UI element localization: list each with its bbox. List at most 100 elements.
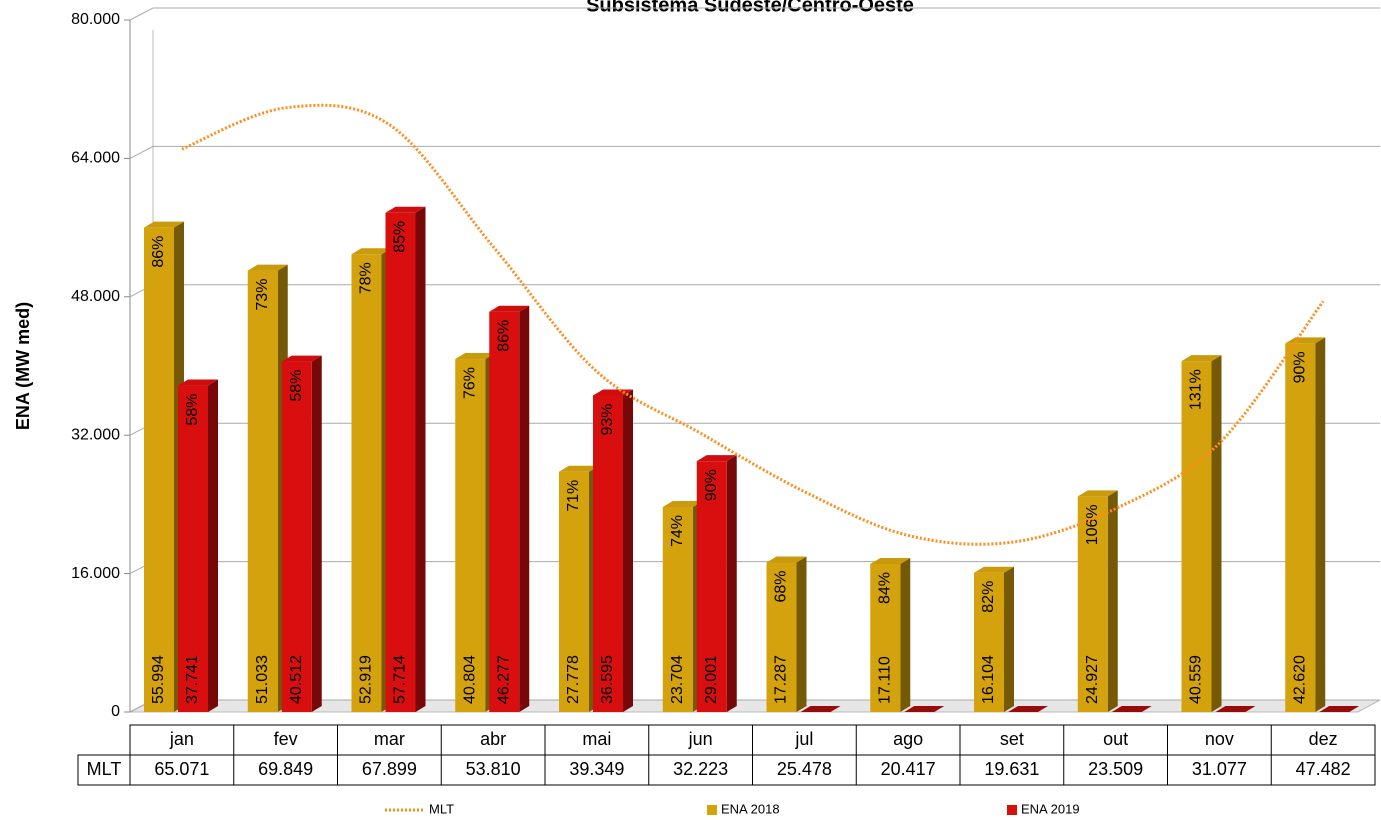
bar-top bbox=[247, 264, 288, 271]
bar-side bbox=[623, 389, 633, 712]
percent-label: 68% bbox=[773, 570, 790, 602]
bar-side bbox=[1211, 355, 1222, 712]
percent-label: 82% bbox=[980, 581, 997, 613]
y-tick-label: 0 bbox=[111, 703, 120, 720]
bar bbox=[489, 311, 520, 712]
value-label: 17.110 bbox=[876, 656, 893, 704]
grid-line bbox=[129, 7, 1380, 21]
value-label: 40.512 bbox=[288, 655, 305, 704]
bar bbox=[696, 461, 727, 712]
value-label: 52.919 bbox=[358, 655, 375, 704]
table-value: 47.482 bbox=[1296, 759, 1351, 779]
table-value: 39.349 bbox=[569, 759, 624, 779]
y-tick-label: 80.000 bbox=[71, 11, 120, 28]
bar-side bbox=[900, 557, 911, 712]
bar bbox=[766, 562, 797, 712]
bar-top bbox=[559, 465, 599, 472]
x-tick-label: jan bbox=[169, 729, 194, 749]
percent-label: 131% bbox=[1188, 369, 1205, 410]
bar-top bbox=[1181, 355, 1222, 362]
x-tick-label: set bbox=[1000, 729, 1024, 749]
table-value: 25.478 bbox=[777, 759, 832, 779]
bar bbox=[1181, 361, 1212, 712]
bar-side bbox=[1004, 566, 1014, 712]
bar-top bbox=[974, 566, 1014, 573]
legend-label: MLT bbox=[429, 801, 454, 816]
value-label: 55.994 bbox=[150, 655, 167, 704]
bar bbox=[593, 395, 623, 712]
x-tick-label: mar bbox=[374, 729, 405, 749]
table-value: 20.417 bbox=[881, 759, 936, 779]
y-tick-label: 32.000 bbox=[71, 426, 120, 443]
y-tick-label: 48.000 bbox=[71, 288, 120, 305]
bar bbox=[662, 506, 693, 712]
bar-top bbox=[144, 221, 184, 228]
bar-side bbox=[519, 305, 530, 712]
y-axis-label: ENA (MW med) bbox=[13, 302, 33, 430]
bar-top bbox=[455, 353, 496, 360]
table-value: 23.509 bbox=[1088, 759, 1143, 779]
bar bbox=[1285, 343, 1316, 712]
table-value: 69.849 bbox=[258, 759, 313, 779]
empty-bar-stub bbox=[1215, 706, 1256, 712]
table-value: 53.810 bbox=[466, 759, 521, 779]
value-label: 16.104 bbox=[980, 655, 997, 704]
table-value: 65.071 bbox=[154, 759, 209, 779]
percent-label: 90% bbox=[703, 469, 720, 501]
bar-top bbox=[385, 206, 426, 213]
x-tick-label: mai bbox=[582, 729, 611, 749]
percent-label: 93% bbox=[599, 403, 616, 435]
bar-top bbox=[696, 455, 737, 462]
empty-bar-stub bbox=[800, 706, 841, 712]
y-tick-label: 16.000 bbox=[71, 565, 120, 582]
bar-side bbox=[796, 556, 807, 712]
bar-side bbox=[1107, 490, 1118, 712]
value-label: 40.559 bbox=[1188, 655, 1205, 704]
bar-side bbox=[415, 206, 426, 712]
value-label: 36.595 bbox=[599, 655, 616, 704]
value-label: 46.277 bbox=[495, 655, 512, 704]
percent-label: 58% bbox=[184, 394, 201, 426]
percent-label: 86% bbox=[495, 320, 512, 352]
value-label: 23.704 bbox=[669, 655, 686, 704]
legend-label: ENA 2019 bbox=[1021, 801, 1080, 816]
table-row-header: MLT bbox=[87, 759, 122, 779]
grid-line bbox=[129, 284, 1380, 298]
value-label: 42.620 bbox=[1291, 655, 1308, 704]
bar bbox=[870, 563, 901, 712]
bar-top bbox=[766, 556, 807, 563]
y-tick-label: 64.000 bbox=[71, 150, 120, 167]
bar bbox=[178, 385, 208, 712]
x-tick-label: jun bbox=[688, 729, 713, 749]
bar-top bbox=[1285, 337, 1326, 344]
bar-side bbox=[1315, 337, 1326, 712]
x-tick-label: dez bbox=[1309, 729, 1338, 749]
value-label: 51.033 bbox=[254, 655, 271, 704]
bar-top bbox=[870, 557, 911, 564]
mlt-line bbox=[181, 103, 1325, 546]
bar-top bbox=[662, 500, 703, 507]
bar bbox=[385, 212, 416, 712]
empty-bar-stub bbox=[1319, 706, 1360, 712]
bar bbox=[351, 254, 382, 712]
table-value: 67.899 bbox=[362, 759, 417, 779]
legend-swatch bbox=[707, 805, 717, 815]
value-label: 29.001 bbox=[703, 655, 720, 704]
x-tick-label: fev bbox=[274, 729, 298, 749]
bar-side bbox=[311, 355, 322, 712]
empty-bar-stub bbox=[1111, 706, 1152, 712]
bar-top bbox=[489, 305, 530, 312]
bar-top bbox=[351, 248, 392, 255]
percent-label: 78% bbox=[358, 262, 375, 294]
bar bbox=[455, 359, 486, 712]
value-label: 57.714 bbox=[392, 655, 409, 704]
bar-top bbox=[281, 355, 322, 362]
x-tick-label: abr bbox=[480, 729, 506, 749]
percent-label: 74% bbox=[669, 515, 686, 547]
bar-top bbox=[593, 389, 633, 396]
bar bbox=[281, 361, 312, 712]
x-tick-label: ago bbox=[893, 729, 923, 749]
empty-bar-stub bbox=[1008, 706, 1048, 712]
value-label: 17.287 bbox=[773, 655, 790, 704]
